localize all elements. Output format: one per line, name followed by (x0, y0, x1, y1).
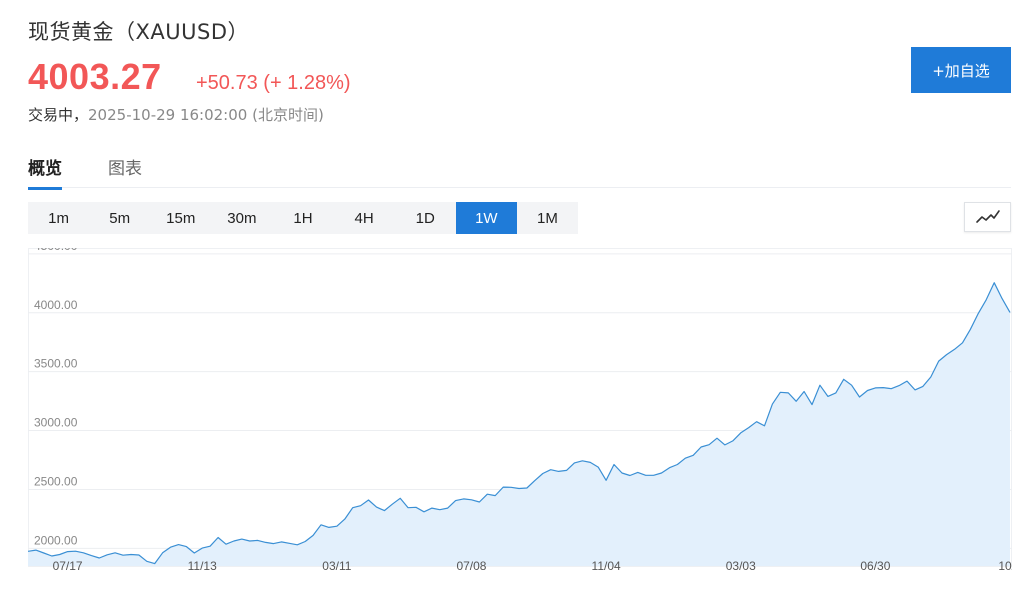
trading-status-label: 交易中， (28, 106, 89, 124)
x-tick-label: 10/2 (998, 559, 1012, 573)
y-tick-label: 3000.00 (34, 416, 78, 430)
period-1d[interactable]: 1D (415, 209, 435, 227)
price-line (28, 282, 1011, 565)
period-1m[interactable]: 1m (48, 209, 69, 227)
line-chart-icon (975, 210, 1000, 223)
market-status: 交易中，2025-10-29 16:02:00 (北京时间) (28, 104, 324, 125)
x-tick-label: 03/11 (322, 559, 351, 573)
period-1h[interactable]: 1H (293, 209, 313, 227)
period-selector: 1m 5m 15m 30m 1H 4H 1D 1W 1M (28, 202, 578, 234)
current-price: 4003.27 (28, 56, 162, 97)
tab-overview[interactable]: 概览 (28, 154, 62, 190)
price-chart[interactable]: 4500.00 4000.00 3500.00 3000.00 2500.00 2000.… (28, 248, 1012, 584)
x-tick-label: 03/03 (726, 559, 756, 573)
y-tick-label: 2000.00 (34, 533, 78, 547)
timestamp: 2025-10-29 16:02:00 (北京时间) (88, 106, 324, 124)
period-1mo[interactable]: 1M (537, 209, 558, 227)
chart-frame (28, 248, 1012, 567)
price-chart-svg: 4500.00 4000.00 3500.00 3000.00 2500.00 2000.… (28, 248, 1012, 573)
x-tick-label: 11/13 (188, 559, 217, 573)
period-5m[interactable]: 5m (109, 209, 131, 227)
page-title: 现货黄金（XAUUSD） (28, 20, 249, 44)
y-tick-label: 3500.00 (34, 357, 78, 371)
x-tick-label: 07/17 (53, 559, 83, 573)
tab-chart[interactable]: 图表 (108, 159, 142, 179)
price-change: +50.73 (+ 1.28%) (196, 72, 351, 94)
y-tick-label: 4000.00 (34, 298, 78, 312)
price-area-fill (28, 282, 1010, 566)
period-15m[interactable]: 15m (166, 209, 196, 227)
x-tick-label: 11/04 (592, 559, 621, 573)
period-30m[interactable]: 30m (227, 209, 257, 227)
x-tick-label: 06/30 (860, 559, 890, 573)
x-tick-label: 07/08 (456, 559, 486, 573)
y-tick-label: 2500.00 (34, 474, 78, 488)
tab-bar: 概览 图表 (28, 154, 1011, 190)
period-1w[interactable]: 1W (455, 202, 517, 234)
y-tick-label: 4500.00 (34, 248, 78, 253)
period-4h[interactable]: 4H (354, 209, 374, 227)
add-to-watchlist-button[interactable]: +加自选 (911, 47, 1011, 93)
chart-type-button[interactable] (964, 202, 1011, 232)
